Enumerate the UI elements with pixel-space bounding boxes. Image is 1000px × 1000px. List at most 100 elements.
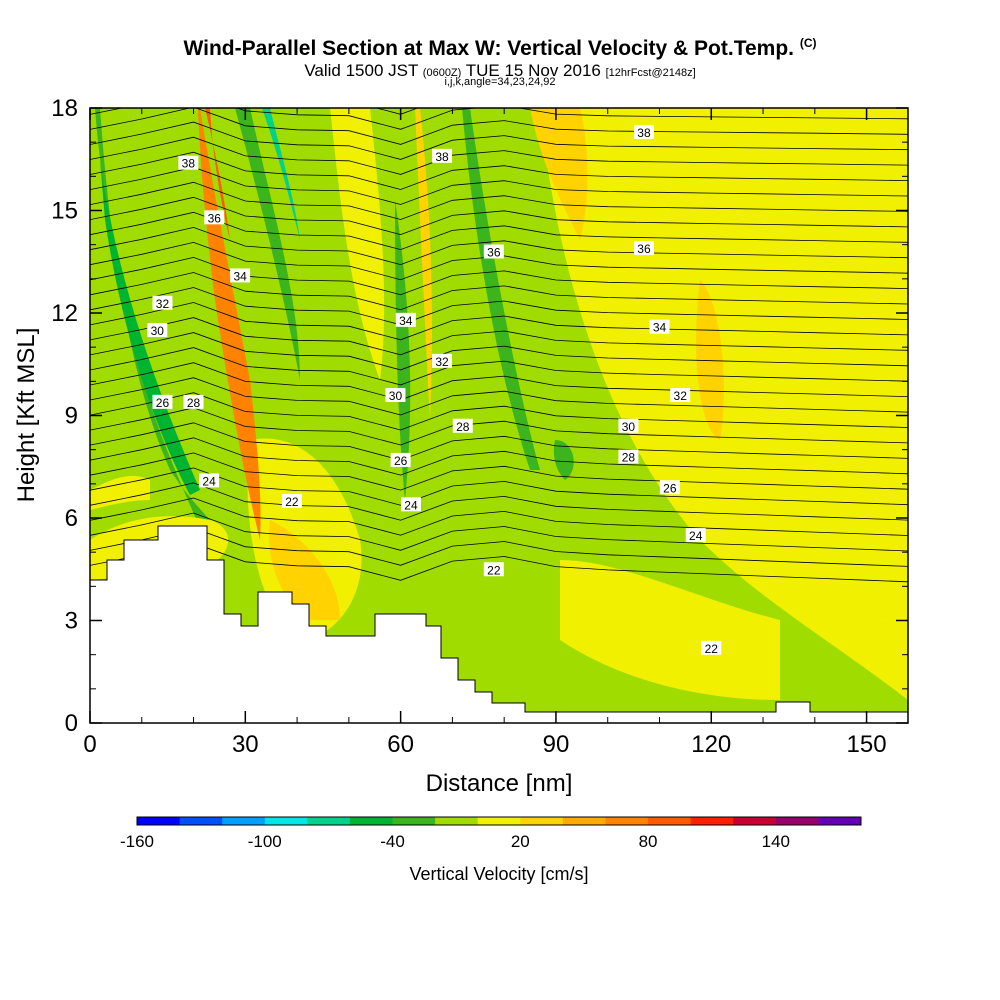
contour-label-bg	[633, 241, 654, 256]
chart-subtitle: Valid 1500 JST (0600Z) TUE 15 Nov 2016 […	[304, 61, 696, 80]
isentrope-line	[90, 512, 908, 552]
contour-label: 22	[705, 642, 719, 656]
y-tick-label: 3	[65, 608, 78, 635]
contour-label: 36	[208, 211, 222, 225]
contour-label: 30	[151, 324, 165, 338]
isentrope-line	[90, 226, 908, 266]
x-tick-label: 60	[387, 731, 414, 758]
contour-labels: 38 38 38 36 36 36 34 34 34 32 32 32 30 30 30 26 28 28 28 26…	[147, 124, 722, 656]
colorbar-segment	[733, 817, 777, 825]
colorbar-segment	[648, 817, 692, 825]
colorbar-tick-label: -40	[380, 832, 405, 851]
colorbar-segment	[435, 817, 479, 825]
colorbar-tick-label: -160	[120, 832, 154, 851]
colorbar-tick-label: -100	[248, 832, 282, 851]
chart-title: Wind-Parallel Section at Max W: Vertical…	[183, 36, 817, 60]
isentrope-line	[90, 211, 908, 251]
contour-label-bg	[618, 449, 639, 464]
isentrope-line	[90, 136, 908, 175]
contour-label-bg	[230, 268, 251, 283]
isentrope-line	[90, 437, 908, 476]
contour-label-bg	[483, 244, 504, 259]
contour-label-bg	[685, 528, 706, 543]
y-tick-label: 0	[65, 710, 78, 737]
contour-label: 28	[456, 420, 470, 434]
colorbar-segment	[690, 817, 734, 825]
colorbar-segment	[477, 817, 521, 825]
contour-label-bg	[390, 452, 411, 467]
colorbar-segment	[605, 817, 649, 825]
chart-grid-info: i,j,k,angle=34,23,24,92	[444, 76, 556, 88]
isentrope-line	[90, 287, 908, 326]
colorbar-segment	[349, 817, 394, 825]
contour-label: 38	[637, 126, 651, 140]
contour-label: 22	[487, 563, 501, 577]
contour-label: 28	[187, 396, 201, 410]
colorbar: -160 -100 -40 20 80 140	[120, 816, 862, 851]
contour-label-bg	[483, 562, 504, 577]
isentrope-line	[90, 542, 908, 583]
colorbar-tick-label: 20	[511, 832, 530, 851]
terrain	[89, 525, 909, 724]
isentrope-line	[90, 422, 908, 461]
colorbar-tick-label: 80	[639, 832, 658, 851]
isentrope-line	[90, 302, 908, 341]
contour-label-bg	[670, 388, 691, 402]
isentrope-line	[90, 452, 908, 491]
contour-label: 34	[233, 269, 247, 283]
contour-label-bg	[183, 394, 204, 409]
contour-label: 32	[435, 355, 449, 369]
colorbar-segment	[222, 817, 266, 825]
isentrope-line	[90, 151, 908, 190]
contour-label: 26	[663, 481, 677, 495]
contour-label: 38	[182, 157, 196, 171]
contour-label: 36	[637, 242, 651, 256]
contour-label: 36	[487, 246, 501, 260]
contour-label-bg	[618, 418, 639, 433]
x-axis-label: Distance [nm]	[426, 770, 573, 797]
isentrope-line	[90, 407, 908, 446]
isentrope-line	[90, 392, 908, 431]
contour-label-bg	[432, 353, 453, 368]
x-tick-label: 30	[232, 731, 259, 758]
contour-label-bg	[701, 640, 722, 655]
contour-label: 30	[389, 389, 403, 403]
isentrope-line	[90, 362, 908, 401]
contour-label-bg	[152, 394, 173, 409]
contour-label: 22	[285, 495, 299, 509]
isentrope-line	[90, 241, 908, 281]
y-tick-label: 18	[51, 95, 78, 122]
colorbar-segment	[179, 817, 223, 825]
isentrope-line	[90, 482, 908, 521]
colorbar-segment	[562, 817, 606, 825]
contour-label-bg	[659, 480, 680, 495]
isentrope-line	[90, 108, 908, 130]
contour-label: 26	[394, 454, 408, 468]
contour-label: 28	[622, 451, 636, 465]
contour-label-bg	[633, 124, 654, 139]
colorbar-segment	[137, 817, 181, 825]
isentrope-line	[90, 347, 908, 386]
isentrope-line	[90, 497, 908, 536]
isentrope-line	[90, 317, 908, 356]
isentrope-line	[90, 256, 908, 296]
isentrope-line	[90, 377, 908, 416]
contour-label-bg	[152, 295, 173, 310]
isentrope-line	[90, 527, 908, 567]
colorbar-segment	[775, 817, 819, 825]
colorbar-label: Vertical Velocity [cm/s]	[409, 864, 588, 884]
contour-label: 24	[202, 474, 216, 488]
x-tick-label: 90	[543, 731, 570, 758]
y-tick-label: 9	[65, 403, 78, 430]
isentrope-line	[90, 181, 908, 220]
isentrope-line	[90, 332, 908, 371]
contour-label: 32	[156, 297, 170, 311]
isentrope-line	[90, 196, 908, 236]
isentrope-line	[90, 121, 908, 160]
contour-label-bg	[385, 388, 406, 402]
contour-label-bg	[199, 473, 220, 488]
contour-label-bg	[147, 323, 168, 338]
isentrope-line	[90, 166, 908, 205]
